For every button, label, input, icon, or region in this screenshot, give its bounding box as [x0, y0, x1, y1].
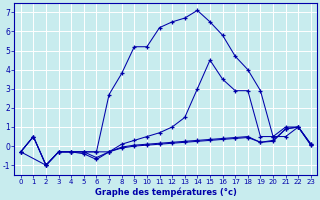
X-axis label: Graphe des températures (°c): Graphe des températures (°c)	[95, 188, 237, 197]
